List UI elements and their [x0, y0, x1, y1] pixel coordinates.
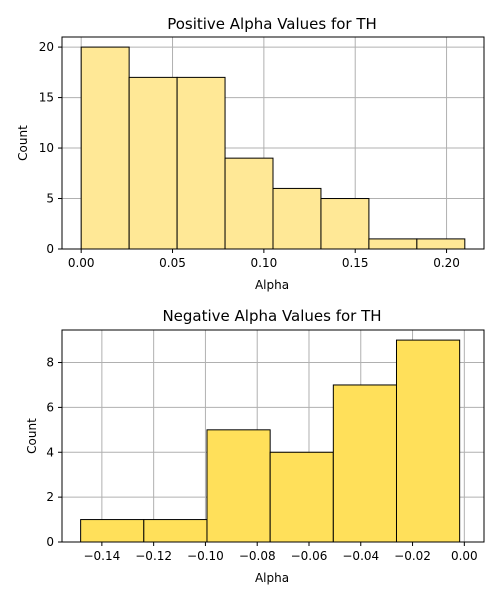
x-axis-label: Alpha	[255, 278, 289, 292]
histogram-bar	[80, 519, 145, 543]
x-tick-label: −0.06	[291, 549, 328, 563]
x-ticks: 0.00 0.05 0.10 0.15 0.20	[68, 249, 460, 270]
histogram-bar	[176, 76, 226, 250]
x-tick-label: 0.05	[159, 256, 186, 270]
x-tick-label: −0.10	[187, 549, 224, 563]
x-tick-label: −0.04	[342, 549, 379, 563]
y-ticks: 0 5 10 15 20	[39, 40, 62, 256]
chart-title: Negative Alpha Values for TH	[162, 307, 381, 325]
y-tick-label: 4	[46, 445, 54, 459]
y-axis-label: Count	[25, 418, 39, 454]
histogram-bar	[272, 187, 322, 250]
x-tick-label: −0.02	[394, 549, 431, 563]
y-tick-label: 0	[46, 242, 54, 256]
x-axis-label: Alpha	[255, 571, 289, 585]
y-tick-label: 5	[46, 192, 54, 206]
x-tick-label: 0.10	[251, 256, 278, 270]
histogram-bar	[368, 238, 418, 250]
y-tick-label: 6	[46, 400, 54, 414]
histogram-bar	[395, 339, 461, 543]
chart-title: Positive Alpha Values for TH	[167, 15, 377, 33]
x-tick-label: 0.15	[342, 256, 369, 270]
x-tick-label: 0.00	[451, 549, 478, 563]
y-tick-label: 20	[39, 40, 54, 54]
histogram-bar	[128, 76, 178, 250]
y-axis-label: Count	[16, 125, 30, 161]
x-ticks: −0.14 −0.12 −0.10 −0.08 −0.06 −0.04 −0.02 0.00	[83, 542, 478, 563]
x-tick-label: −0.08	[239, 549, 276, 563]
x-tick-label: −0.14	[83, 549, 120, 563]
plot-frame	[61, 36, 485, 250]
histogram-bar	[80, 46, 130, 250]
histogram-bar	[332, 384, 397, 543]
plot-frame	[61, 329, 485, 543]
y-tick-label: 15	[39, 91, 54, 105]
x-tick-label: 0.00	[68, 256, 95, 270]
negative-alpha-histogram: Negative Alpha Values for TH Alpha Count…	[25, 307, 485, 585]
x-tick-label: −0.12	[135, 549, 172, 563]
positive-alpha-histogram: Positive Alpha Values for TH Alpha Count…	[16, 15, 485, 292]
y-tick-label: 10	[39, 141, 54, 155]
y-tick-label: 2	[46, 490, 54, 504]
histogram-bar	[416, 238, 466, 250]
histogram-bar	[269, 451, 334, 543]
histogram-bar	[224, 157, 274, 250]
histogram-bar	[206, 429, 271, 543]
x-tick-label: 0.20	[433, 256, 460, 270]
y-tick-label: 0	[46, 535, 54, 549]
histogram-bar	[320, 198, 370, 250]
y-ticks: 0 2 4 6 8	[46, 356, 62, 549]
histogram-bar	[143, 519, 208, 543]
bars	[80, 339, 461, 543]
y-tick-label: 8	[46, 356, 54, 370]
